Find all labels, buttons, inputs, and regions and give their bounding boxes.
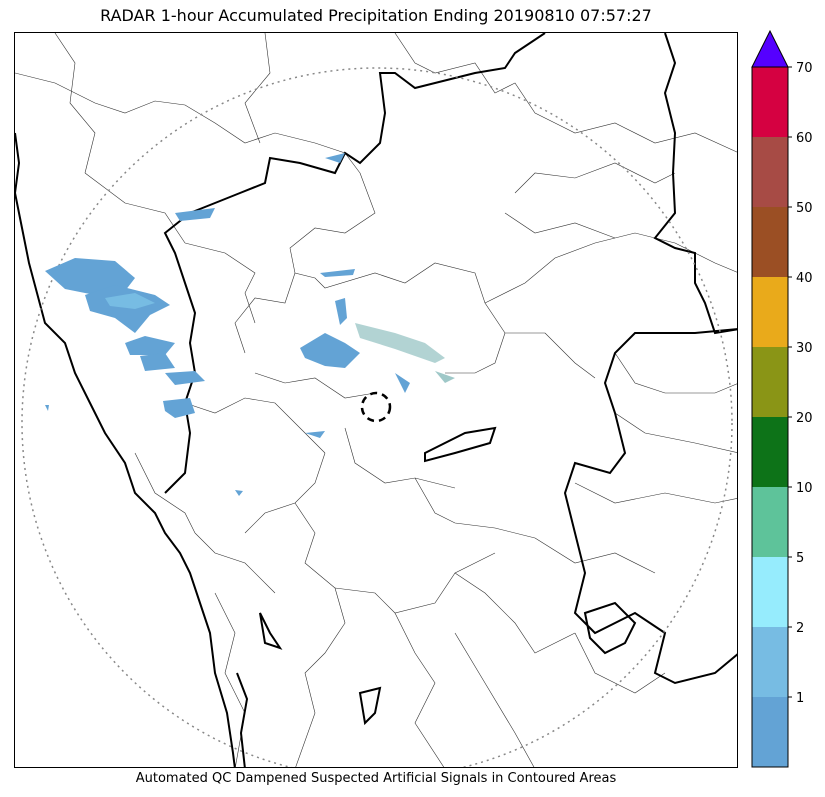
colorbar-segment	[752, 67, 788, 137]
colorbar-segment	[752, 207, 788, 277]
colorbar-tick-label: 70	[796, 61, 813, 76]
map-canvas	[15, 33, 737, 767]
colorbar-segment	[752, 697, 788, 767]
radar-site-marker	[360, 391, 392, 423]
precipitation-areas	[45, 153, 455, 496]
colorbar-segment	[752, 277, 788, 347]
colorbar-tick-label: 60	[796, 131, 813, 146]
range-ring	[21, 67, 733, 767]
colorbar-canvas: 1 2 5 10 20 30 40 50 60 70	[751, 29, 813, 768]
colorbar-tick-label: 50	[796, 201, 813, 216]
map-caption: Automated QC Dampened Suspected Artifici…	[135, 771, 617, 786]
radar-map[interactable]	[14, 32, 738, 768]
colorbar-tick-label: 30	[796, 341, 813, 356]
colorbar-tick-label: 1	[796, 691, 804, 706]
colorbar-segment	[752, 557, 788, 627]
colorbar-tick-label: 10	[796, 481, 813, 496]
colorbar-extend-arrow	[751, 29, 789, 68]
colorbar-tick-label: 5	[796, 551, 804, 566]
colorbar-tick-label: 20	[796, 411, 813, 426]
colorbar-segment	[752, 137, 788, 207]
colorbar-segment	[752, 347, 788, 417]
colorbar-segment	[752, 487, 788, 557]
colorbar-tick-label: 2	[796, 621, 804, 636]
district-boundaries	[15, 33, 737, 767]
colorbar-segment	[752, 417, 788, 487]
colorbar: 1 2 5 10 20 30 40 50 60 70	[750, 28, 825, 770]
map-title: RADAR 1-hour Accumulated Precipitation E…	[100, 6, 652, 25]
state-boundaries	[15, 33, 737, 767]
colorbar-tick-label: 40	[796, 271, 813, 286]
colorbar-segment	[752, 627, 788, 697]
